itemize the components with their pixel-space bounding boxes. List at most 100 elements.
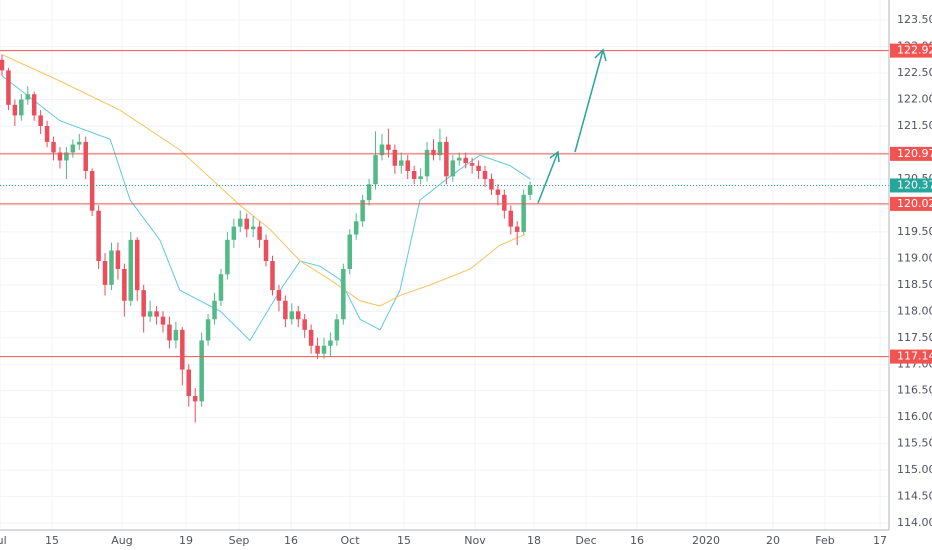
candle-body [218, 274, 224, 301]
candle-body [167, 324, 172, 341]
x-tick-label: Aug [111, 534, 132, 547]
candle-body [508, 210, 514, 227]
level-label: 120.029 [897, 197, 932, 210]
candle-body [147, 311, 153, 317]
candle-body [444, 141, 449, 177]
y-tick-label: 118.000 [897, 304, 932, 317]
candle-body [302, 319, 307, 330]
candle-body [418, 176, 423, 179]
candle-body [141, 290, 146, 317]
last-price-label: 120.377 [897, 178, 932, 191]
candle-body [192, 396, 198, 402]
candle-body [19, 99, 24, 116]
candle-body [115, 250, 121, 269]
candle-body [399, 160, 404, 166]
candle-body [122, 268, 127, 301]
candle-body [160, 316, 166, 325]
level-label: 117.145 [897, 350, 932, 363]
candle-body [431, 149, 436, 156]
candle-body [257, 226, 262, 240]
level-label: 122.924 [897, 44, 932, 57]
candle-body [405, 160, 410, 172]
candle-body [263, 239, 269, 262]
candle-body [180, 329, 185, 370]
candle-body [12, 104, 18, 116]
candle-body [31, 94, 37, 116]
x-tick-label: Nov [464, 534, 486, 547]
candle-body [51, 141, 56, 153]
y-tick-label: 122.000 [897, 93, 932, 106]
candle-body [489, 178, 494, 190]
candle-body [463, 157, 468, 164]
price-axis [889, 0, 932, 550]
candle-body [353, 221, 359, 235]
candle-body [411, 171, 417, 179]
candle-body [283, 300, 288, 320]
candle-body [315, 345, 320, 354]
candle-body [437, 141, 443, 156]
candle-body [476, 165, 481, 172]
x-tick-label: Sep [229, 534, 250, 547]
candle-body [450, 160, 456, 177]
y-tick-label: 117.500 [897, 331, 932, 344]
candle-body [495, 189, 501, 195]
candle-body [366, 184, 372, 201]
y-tick-label: 115.500 [897, 437, 932, 450]
candle-body [328, 340, 333, 346]
candle-body [225, 239, 230, 275]
level-label-bg [890, 196, 932, 211]
candle-body [295, 311, 301, 320]
y-tick-label: 119.500 [897, 225, 932, 238]
candle-body [250, 226, 256, 230]
x-tick-label: Oct [341, 534, 361, 547]
level-label-bg [890, 349, 932, 364]
candle-body [341, 268, 346, 320]
candle-body [102, 261, 108, 285]
candle-body [238, 218, 243, 227]
candle-body [57, 152, 63, 161]
x-tick-label: Dec [575, 534, 596, 547]
candle-body [212, 300, 217, 320]
arrow [574, 49, 604, 153]
y-tick-label: 121.500 [897, 119, 932, 132]
candle-body [386, 144, 391, 150]
candle-body [44, 126, 50, 142]
x-tick-label: 18 [527, 534, 541, 547]
candle-body [70, 144, 76, 153]
y-tick-label: 118.500 [897, 278, 932, 291]
level-label-bg [890, 146, 932, 161]
x-tick-label: Jul [0, 534, 7, 547]
candle-body [514, 226, 520, 232]
candle-body [456, 157, 462, 161]
candle-body [270, 261, 275, 291]
y-tick-label: 119.000 [897, 251, 932, 264]
y-tick-label: 114.000 [897, 516, 932, 529]
candle-body [502, 194, 507, 211]
y-tick-label: 116.000 [897, 410, 932, 423]
candle-body [89, 171, 95, 211]
y-tick-label: 116.500 [897, 384, 932, 397]
level-label-bg [890, 43, 932, 58]
y-tick-label: 123.500 [897, 13, 932, 26]
candle-body [173, 329, 179, 341]
candle-body [373, 155, 378, 185]
candle-body [154, 311, 159, 317]
y-tick-label: 114.500 [897, 490, 932, 503]
candle-body [347, 234, 353, 269]
candle-body [134, 239, 140, 291]
moving-average [1, 54, 526, 307]
candle-body [77, 141, 82, 145]
candle-body [379, 144, 385, 156]
x-tick-label: Feb [815, 534, 834, 547]
y-tick-label: 122.500 [897, 66, 932, 79]
candle-body [109, 250, 114, 285]
candle-body [521, 194, 526, 232]
x-tick-label: 20 [766, 534, 780, 547]
candle-body [38, 115, 43, 127]
x-tick-label: 16 [284, 534, 298, 547]
candle-body [83, 141, 88, 172]
candle-body [321, 345, 327, 354]
candle-body [308, 329, 314, 346]
candle-body [0, 59, 5, 71]
